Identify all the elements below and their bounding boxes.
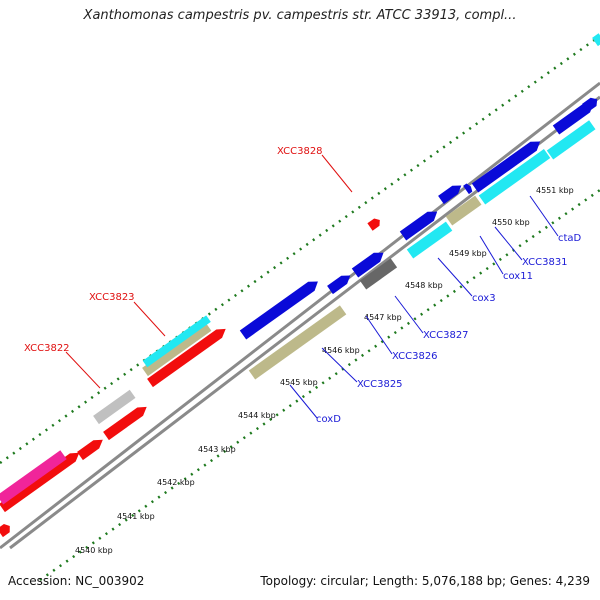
feature-block-red[interactable] xyxy=(0,452,80,513)
gene-label-XCC3822[interactable]: XCC3822 xyxy=(24,343,70,354)
tick-label: 4544 kbp xyxy=(238,411,276,420)
feature-block-blue[interactable] xyxy=(463,183,473,195)
gene-label-XCC3831[interactable]: XCC3831 xyxy=(522,257,568,268)
feature-block-red[interactable] xyxy=(367,218,380,231)
tick-label: 4546 kbp xyxy=(322,346,360,355)
inner-dotted-track xyxy=(39,188,600,582)
tick-label: 4548 kbp xyxy=(405,281,443,290)
feature-block-khaki[interactable] xyxy=(142,322,212,377)
gene-label-ctaD[interactable]: ctaD xyxy=(558,233,582,244)
gene-label-coxD[interactable]: coxD xyxy=(316,414,341,425)
map-title: Xanthomonas campestris pv. campestris st… xyxy=(83,8,517,23)
feature-block-red[interactable] xyxy=(103,406,147,441)
feature-block-gray[interactable] xyxy=(359,258,398,290)
gene-labels: coxD XCC3825 XCC3826 XCC3827 cox3 cox11 … xyxy=(24,146,582,425)
inner-tick-track xyxy=(39,188,600,582)
feature-block-magenta[interactable] xyxy=(0,450,67,505)
feature-block-cyan[interactable] xyxy=(406,221,453,259)
feature-block-cyan[interactable] xyxy=(592,33,600,47)
tick-label: 4547 kbp xyxy=(364,313,402,322)
accession-text: Accession: NC_003902 xyxy=(8,574,145,588)
feature-block-silver[interactable] xyxy=(93,389,136,425)
outer-tick-track xyxy=(0,34,600,465)
feature-block-blue[interactable] xyxy=(471,141,541,193)
feature-block-red[interactable] xyxy=(0,524,10,538)
tick-label: 4545 kbp xyxy=(280,378,318,387)
tick-label: 4543 kbp xyxy=(198,445,236,454)
feature-block-khaki[interactable] xyxy=(248,305,347,380)
gene-label-XCC3827[interactable]: XCC3827 xyxy=(423,330,469,341)
label-leaders xyxy=(65,154,559,419)
tick-label: 4542 kbp xyxy=(157,478,195,487)
feature-block-cyan[interactable] xyxy=(546,120,596,160)
tick-labels: 4540 kbp 4541 kbp 4542 kbp 4543 kbp 4544… xyxy=(75,186,574,555)
feature-block-blue[interactable] xyxy=(399,211,438,241)
feature-block-blue[interactable] xyxy=(327,275,351,295)
feature-block-blue[interactable] xyxy=(582,97,598,113)
feature-block-blue[interactable] xyxy=(351,252,384,278)
gene-label-cox3[interactable]: cox3 xyxy=(472,293,496,304)
gene-label-XCC3826[interactable]: XCC3826 xyxy=(392,351,438,362)
feature-block-blue[interactable] xyxy=(438,185,462,205)
tick-label: 4549 kbp xyxy=(449,249,487,258)
tick-label: 4551 kbp xyxy=(536,186,574,195)
gene-label-XCC3828[interactable]: XCC3828 xyxy=(277,146,323,157)
feature-blocks[interactable] xyxy=(0,33,600,538)
genome-stats-text: Topology: circular; Length: 5,076,188 bp… xyxy=(260,574,590,588)
backbone-line-outer xyxy=(0,81,600,550)
feature-block-red[interactable] xyxy=(147,328,226,388)
feature-block-red[interactable] xyxy=(77,439,103,461)
feature-block-blue[interactable] xyxy=(552,103,594,135)
outer-dotted-track xyxy=(0,34,600,465)
gene-label-XCC3823[interactable]: XCC3823 xyxy=(89,292,135,303)
feature-block-blue[interactable] xyxy=(239,281,318,340)
tick-label: 4540 kbp xyxy=(75,546,113,555)
gene-label-XCC3825[interactable]: XCC3825 xyxy=(357,379,403,390)
feature-block-cyan[interactable] xyxy=(478,149,551,205)
gene-label-cox11[interactable]: cox11 xyxy=(503,271,533,282)
tick-label: 4541 kbp xyxy=(117,512,155,521)
tick-label: 4550 kbp xyxy=(492,218,530,227)
feature-block-cyan[interactable] xyxy=(142,315,211,368)
feature-block-khaki[interactable] xyxy=(445,195,482,226)
